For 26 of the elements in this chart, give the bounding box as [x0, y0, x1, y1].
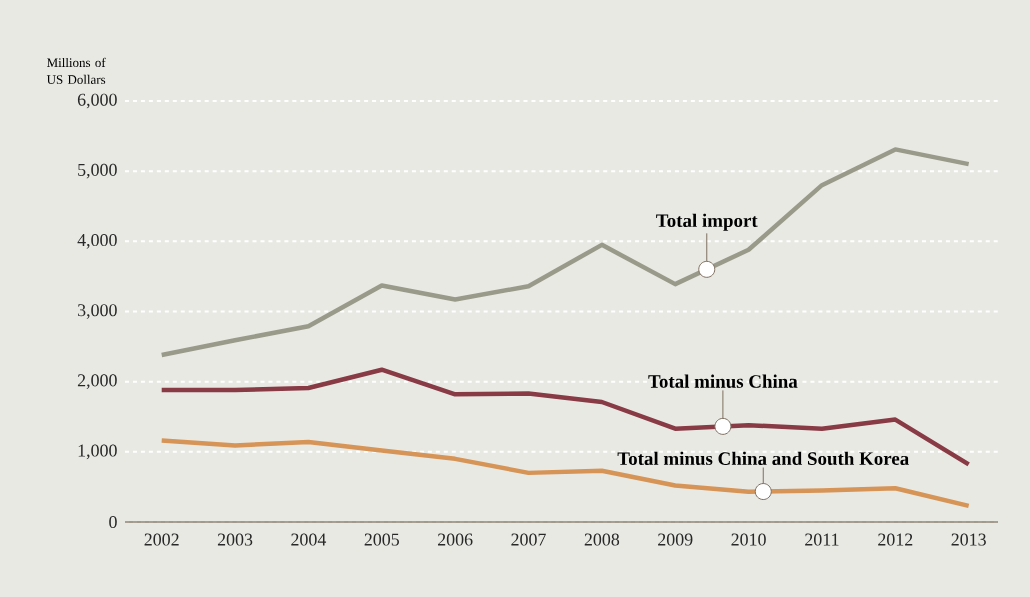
- y-tick-label: 2,000: [77, 374, 117, 389]
- line-series: [159, 367, 971, 467]
- x-tick-label: 2005: [364, 533, 400, 546]
- x-tick-label: 2013: [951, 533, 986, 546]
- x-tick-label: 2012: [878, 533, 913, 546]
- line-series: [159, 438, 971, 509]
- x-tick-label: 2003: [217, 533, 253, 546]
- y-tick-label: 4,000: [77, 233, 117, 249]
- x-tick-label: 2007: [511, 533, 546, 546]
- x-tick-label: 2011: [805, 533, 839, 546]
- y-axis-title: Millions of US Dollars: [46, 57, 106, 84]
- line-series: [159, 147, 971, 358]
- x-tick-label: 2009: [658, 533, 693, 546]
- x-tick-label: 2006: [437, 533, 473, 546]
- series-label: Total import: [656, 213, 758, 231]
- x-tick-label: 2004: [291, 533, 327, 546]
- series-label: Total minus China: [648, 374, 798, 388]
- y-tick-label: 5,000: [78, 163, 117, 179]
- y-tick-label: 0: [109, 515, 117, 529]
- x-tick-label: 2002: [144, 533, 179, 546]
- y-tick-label: 3,000: [78, 304, 117, 319]
- y-tick-label: 1,000: [78, 444, 117, 460]
- series-label: Total minus China and South Korea: [617, 451, 909, 466]
- x-tick-label: 2010: [731, 533, 766, 546]
- x-tick-label: 2008: [584, 533, 620, 546]
- y-tick-label: 6,000: [77, 93, 117, 109]
